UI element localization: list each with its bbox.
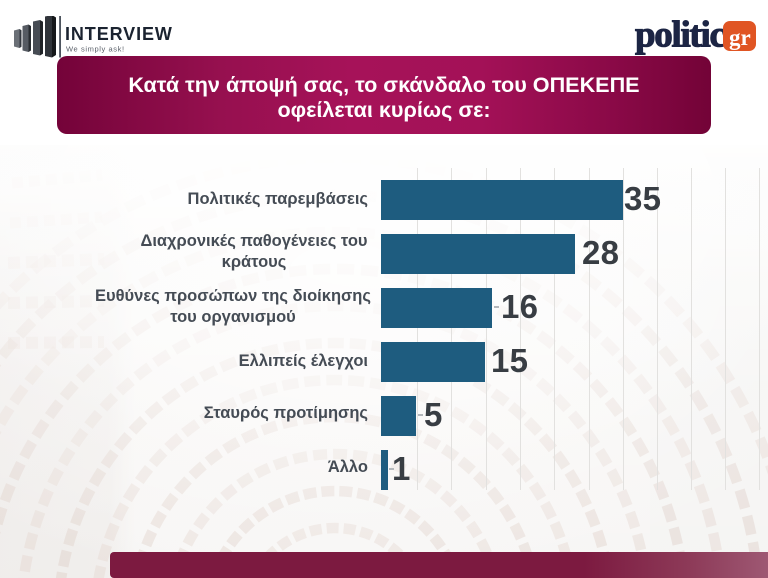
svg-text:INTERVIEW: INTERVIEW xyxy=(65,24,173,44)
svg-text:politic: politic xyxy=(635,18,725,55)
svg-text:gr: gr xyxy=(729,25,751,50)
svg-text:We simply ask!: We simply ask! xyxy=(66,45,125,54)
